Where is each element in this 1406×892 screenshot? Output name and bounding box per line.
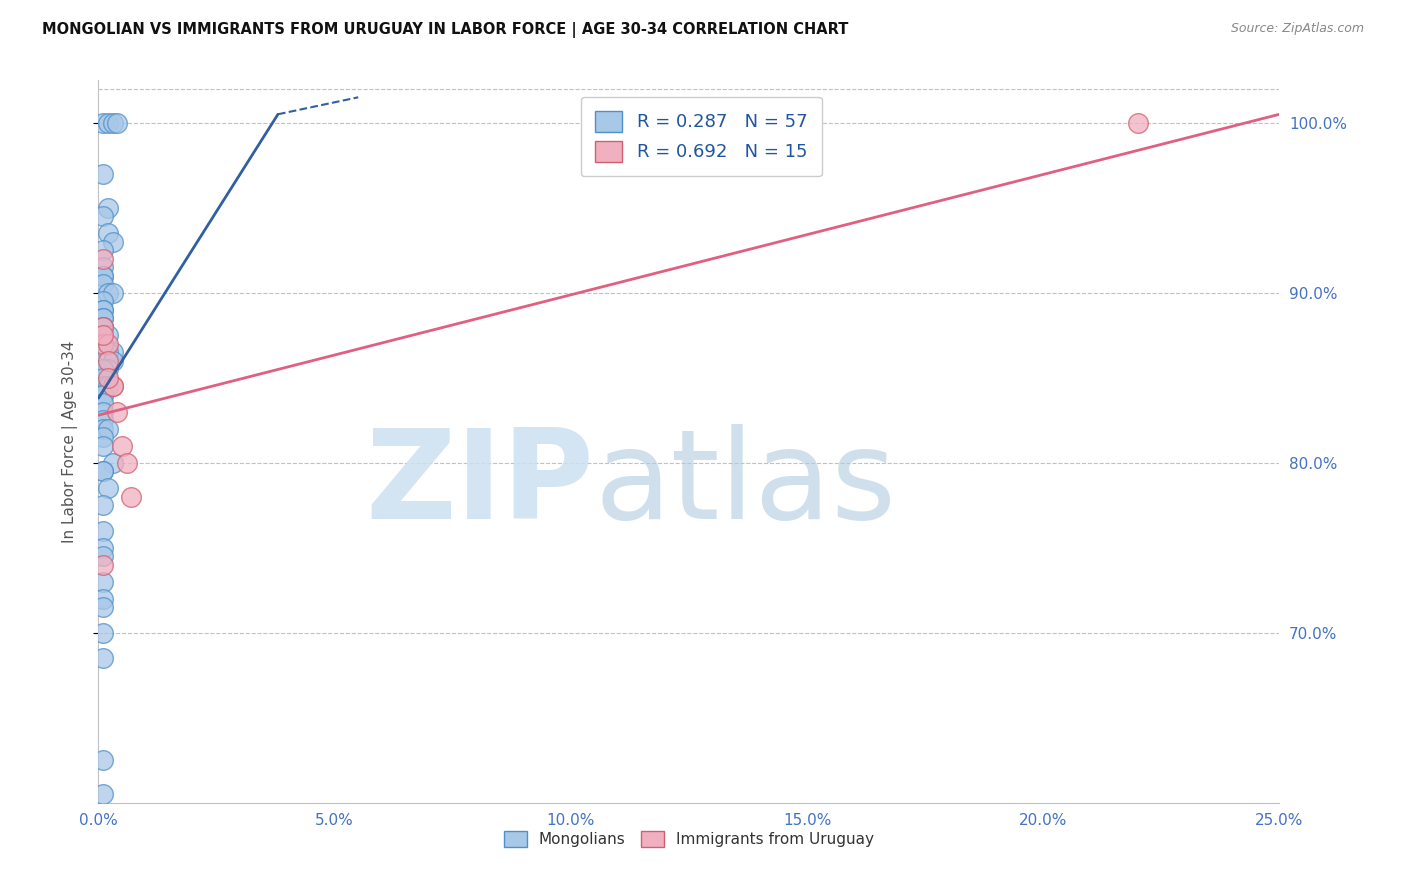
Point <box>91 371 114 385</box>
Text: MONGOLIAN VS IMMIGRANTS FROM URUGUAY IN LABOR FORCE | AGE 30-34 CORRELATION CHAR: MONGOLIAN VS IMMIGRANTS FROM URUGUAY IN … <box>42 22 849 38</box>
Point <box>91 422 114 436</box>
Point <box>91 311 114 326</box>
Text: ZIP: ZIP <box>366 425 595 545</box>
Point <box>91 405 114 419</box>
Point <box>97 345 120 359</box>
Point <box>91 498 114 512</box>
Point <box>91 651 114 665</box>
Point <box>91 244 114 258</box>
Point <box>91 541 114 555</box>
Point <box>91 302 114 317</box>
Point <box>91 753 114 767</box>
Point <box>91 464 114 478</box>
Point <box>105 116 128 130</box>
Point <box>91 379 114 393</box>
Point <box>97 371 120 385</box>
Point <box>91 362 114 376</box>
Point <box>97 201 120 215</box>
Point <box>91 268 114 283</box>
Point <box>97 227 120 241</box>
Point <box>101 379 124 393</box>
Point <box>101 235 124 249</box>
Point <box>91 388 114 402</box>
Text: Source: ZipAtlas.com: Source: ZipAtlas.com <box>1230 22 1364 36</box>
Point <box>91 328 114 343</box>
Point <box>91 413 114 427</box>
Point <box>91 319 114 334</box>
Point <box>91 302 114 317</box>
Point <box>91 625 114 640</box>
Point <box>91 549 114 564</box>
Point <box>91 430 114 444</box>
Point <box>101 285 124 300</box>
Point <box>101 353 124 368</box>
Point <box>91 524 114 538</box>
Point <box>97 116 120 130</box>
Y-axis label: In Labor Force | Age 30-34: In Labor Force | Age 30-34 <box>62 340 77 543</box>
Point <box>91 336 114 351</box>
Point <box>91 591 114 606</box>
Point <box>101 116 124 130</box>
Point <box>91 319 114 334</box>
Point <box>91 268 114 283</box>
Point <box>97 362 120 376</box>
Point <box>91 439 114 453</box>
Point <box>91 252 114 266</box>
Legend: Mongolians, Immigrants from Uruguay: Mongolians, Immigrants from Uruguay <box>498 825 880 853</box>
Point <box>91 328 114 343</box>
Text: atlas: atlas <box>595 425 897 545</box>
Point <box>91 116 114 130</box>
Point <box>1126 116 1149 130</box>
Point <box>91 209 114 223</box>
Point <box>97 336 120 351</box>
Point <box>101 379 124 393</box>
Point <box>97 481 120 495</box>
Point <box>111 439 134 453</box>
Point <box>97 379 120 393</box>
Point <box>91 574 114 589</box>
Point <box>97 285 120 300</box>
Point <box>91 558 114 572</box>
Point <box>115 456 138 470</box>
Point <box>101 345 124 359</box>
Point <box>97 328 120 343</box>
Point <box>91 388 114 402</box>
Point <box>97 353 120 368</box>
Point <box>91 464 114 478</box>
Point <box>91 294 114 309</box>
Point <box>91 787 114 801</box>
Point <box>101 456 124 470</box>
Point <box>121 490 143 504</box>
Point <box>91 396 114 410</box>
Point <box>91 311 114 326</box>
Point <box>97 422 120 436</box>
Point <box>105 405 128 419</box>
Point <box>91 260 114 275</box>
Point <box>91 319 114 334</box>
Point <box>91 277 114 292</box>
Point <box>91 600 114 615</box>
Point <box>91 167 114 181</box>
